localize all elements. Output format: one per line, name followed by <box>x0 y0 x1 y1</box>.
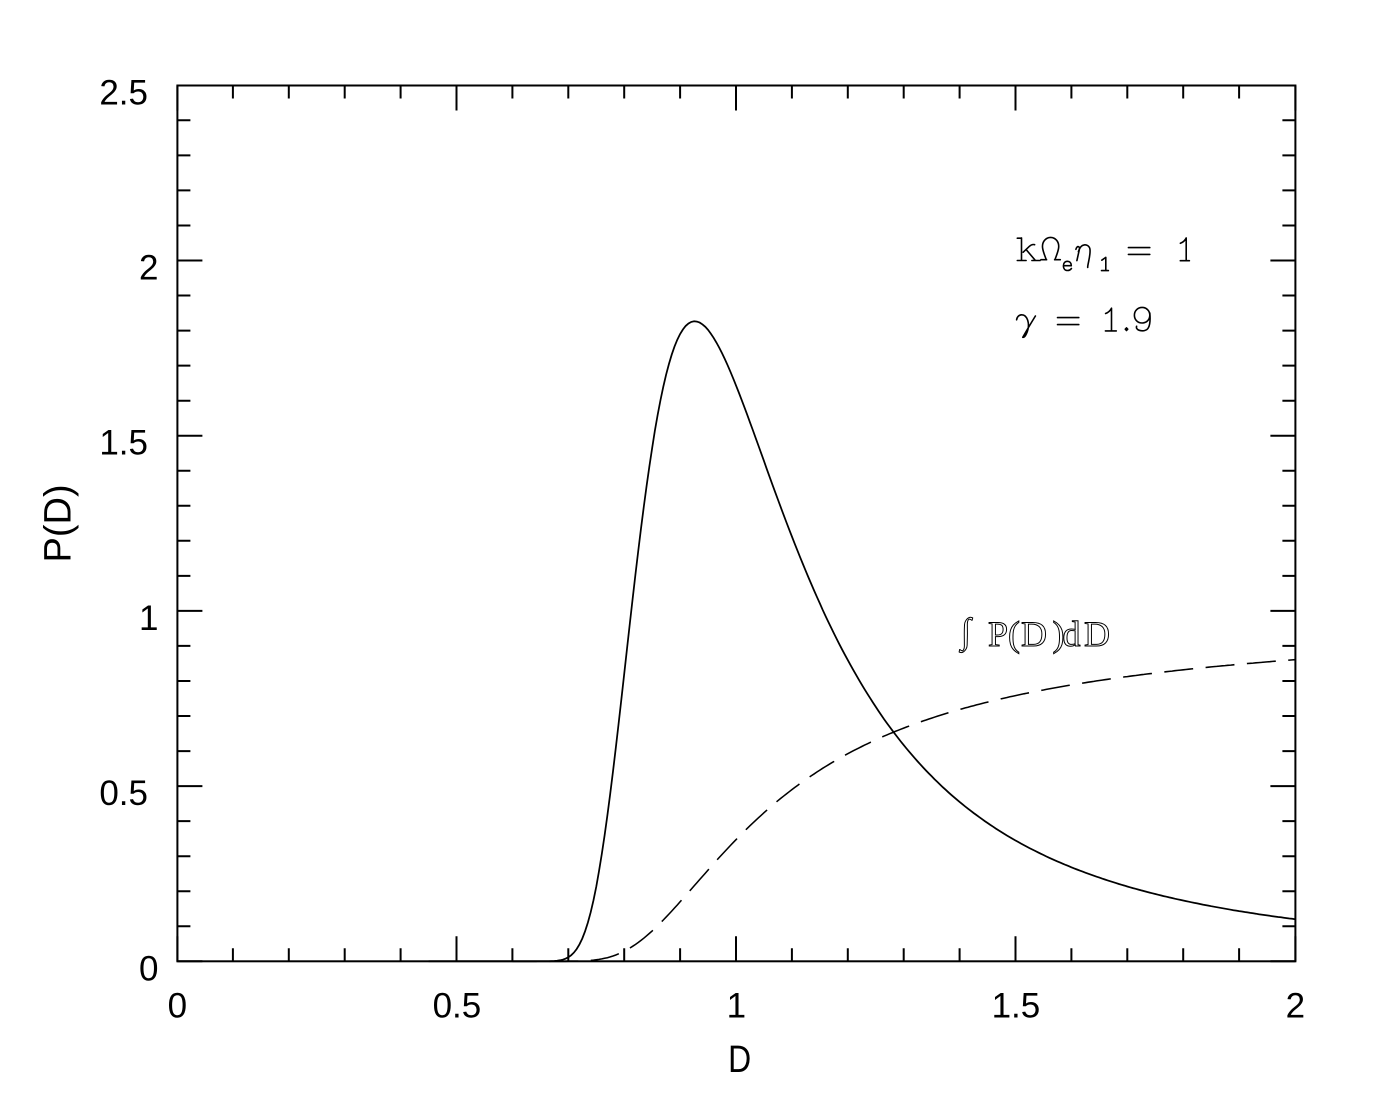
svg-text:1: 1 <box>139 599 158 638</box>
svg-text:1.5: 1.5 <box>99 424 148 463</box>
svg-text:P(D): P(D) <box>38 484 80 562</box>
svg-text:0: 0 <box>168 986 187 1025</box>
svg-text:2: 2 <box>1286 986 1305 1025</box>
svg-text:1.5: 1.5 <box>992 986 1041 1025</box>
svg-text:D: D <box>1084 614 1110 654</box>
svg-text:2: 2 <box>139 249 158 288</box>
svg-text:P: P <box>988 614 1008 654</box>
svg-text:∫: ∫ <box>959 611 973 653</box>
svg-text:d: d <box>1063 614 1081 654</box>
svg-text:0: 0 <box>139 949 158 988</box>
svg-text:D: D <box>728 1038 751 1080</box>
svg-text:2.5: 2.5 <box>99 73 148 112</box>
svg-text:0.5: 0.5 <box>433 986 482 1025</box>
svg-text:): ) <box>1053 614 1065 654</box>
svg-text:(: ( <box>1008 614 1020 654</box>
svg-text:0.5: 0.5 <box>99 774 148 813</box>
svg-text:1: 1 <box>727 986 746 1025</box>
svg-text:D: D <box>1021 614 1047 654</box>
